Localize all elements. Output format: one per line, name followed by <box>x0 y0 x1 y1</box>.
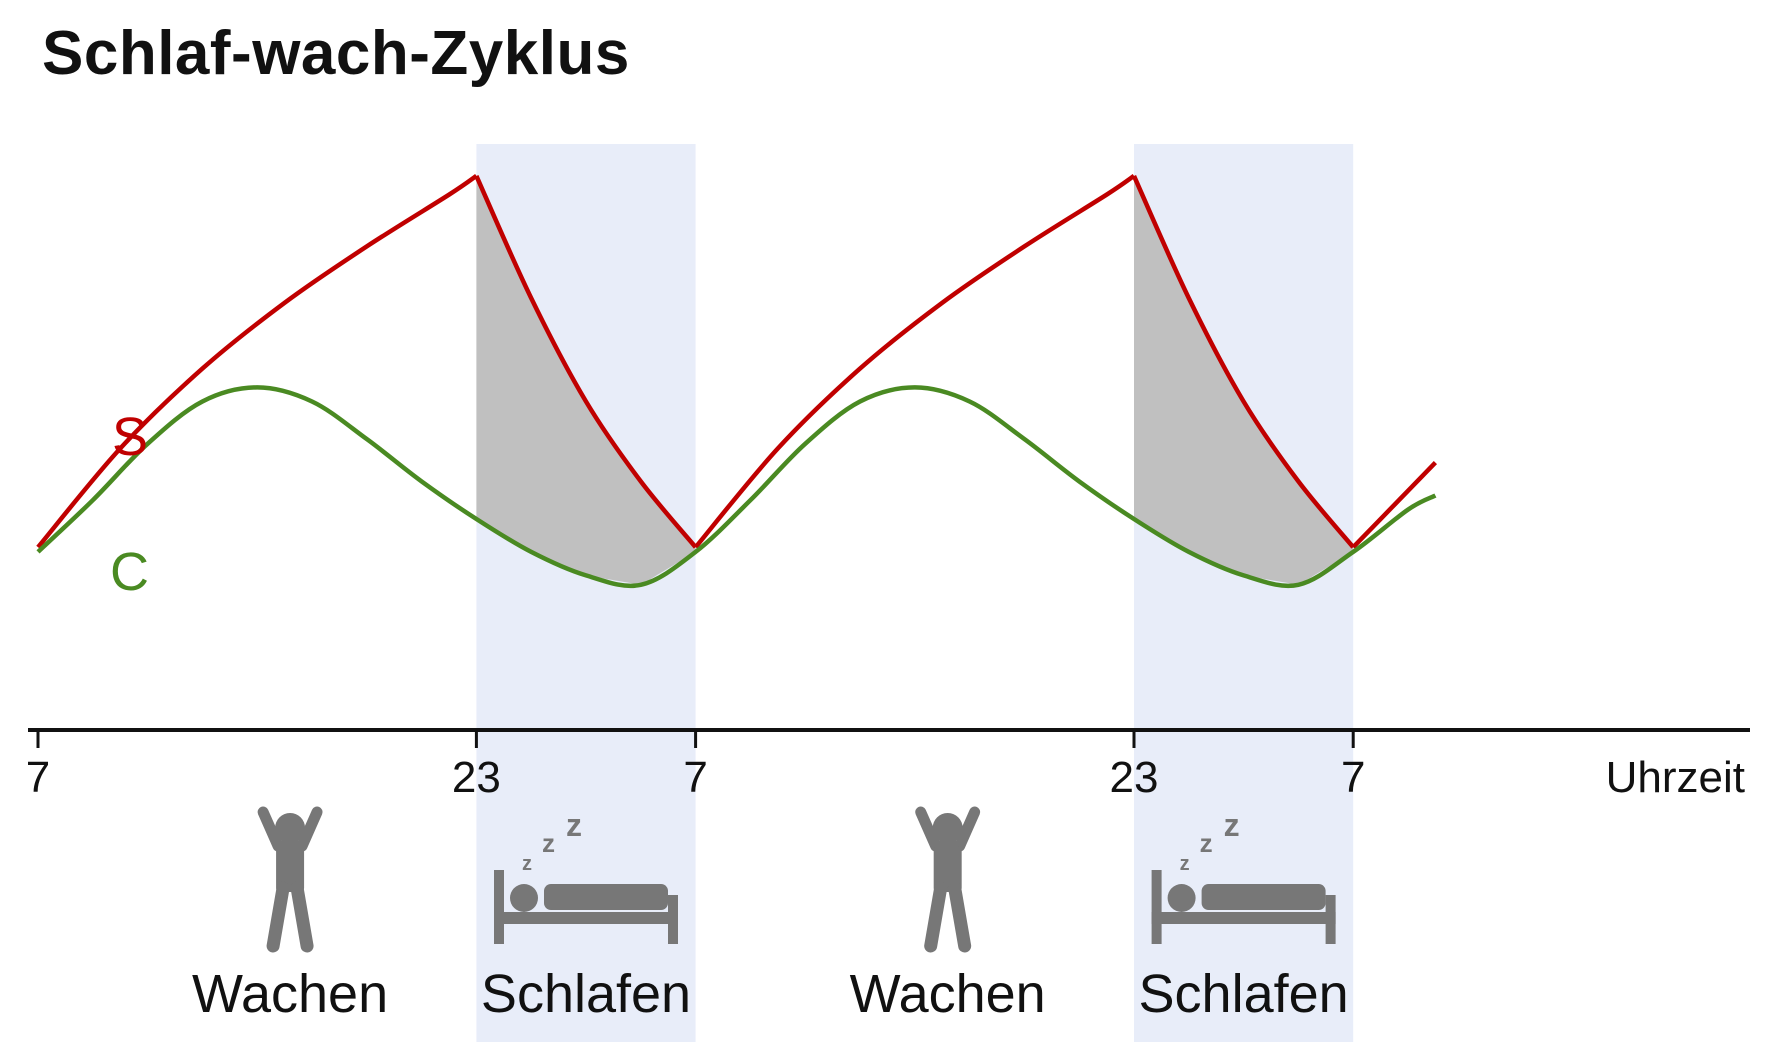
series-lines: SC <box>36 174 1438 602</box>
series-label-s: S <box>112 407 148 467</box>
phase-label: Wachen <box>192 964 388 1024</box>
x-tick-label: 23 <box>1110 753 1159 802</box>
svg-text:z: z <box>1200 828 1213 858</box>
phase-label: Wachen <box>850 964 1046 1024</box>
svg-text:z: z <box>542 828 555 858</box>
x-axis-title: Uhrzeit <box>1606 753 1745 802</box>
svg-text:z: z <box>522 853 532 875</box>
series-line-s <box>36 174 1438 549</box>
phase-label: Schlafen <box>1139 964 1349 1024</box>
sleeping-in-bed-icon: zz z <box>1151 807 1336 944</box>
series-label-c: C <box>110 542 149 602</box>
sleeping-in-bed-icon: zz z <box>494 807 678 944</box>
phase-label: Schlafen <box>481 964 691 1024</box>
x-tick-label: 7 <box>1341 753 1365 802</box>
series-line-c <box>36 385 1437 588</box>
svg-text:z: z <box>566 807 582 843</box>
x-tick-label: 7 <box>26 753 50 802</box>
x-axis: 7 23 7 23 7 Uhrzeit <box>26 728 1750 802</box>
x-tick-label: 7 <box>683 753 707 802</box>
person-arms-up-icon <box>257 806 323 953</box>
person-arms-up-icon <box>915 806 981 953</box>
svg-text:z: z <box>1224 807 1240 843</box>
chart-title: Schlaf-wach-Zyklus <box>42 19 630 88</box>
x-tick-label: 23 <box>452 753 501 802</box>
svg-text:z: z <box>1180 853 1190 875</box>
